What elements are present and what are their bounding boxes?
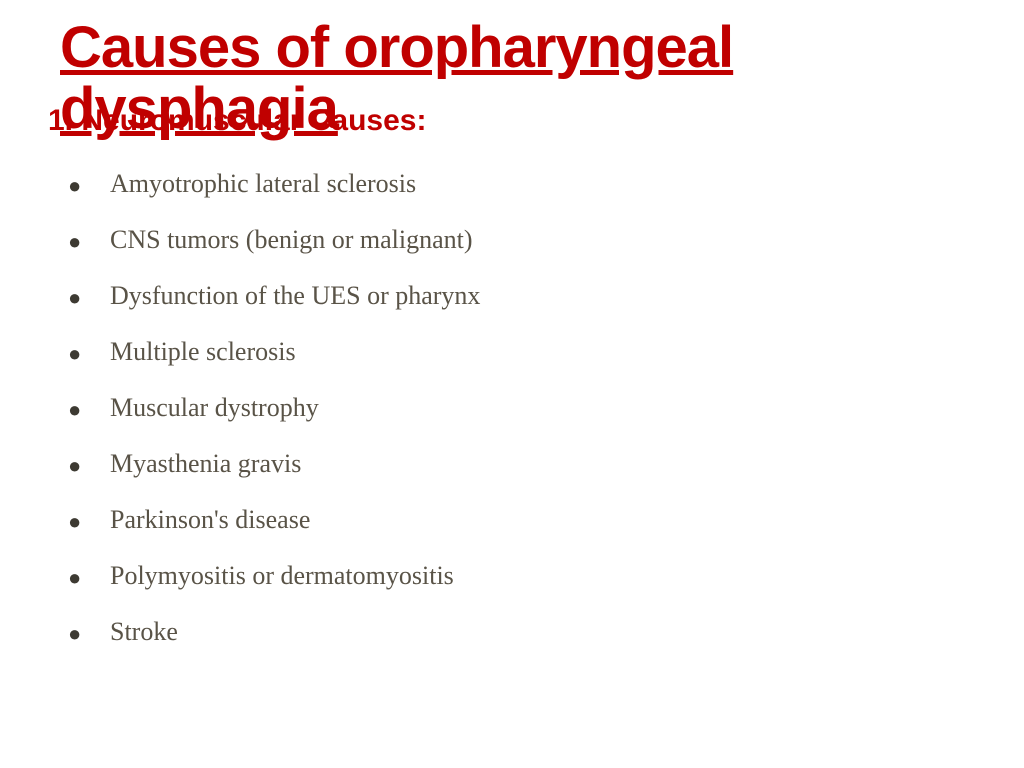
list-item: Amyotrophic lateral sclerosis bbox=[68, 156, 1024, 212]
list-item: Muscular dystrophy bbox=[68, 380, 1024, 436]
list-item-text: Amyotrophic lateral sclerosis bbox=[110, 169, 416, 198]
bullet-list: Amyotrophic lateral sclerosis CNS tumors… bbox=[0, 156, 1024, 660]
list-item-text: Myasthenia gravis bbox=[110, 449, 301, 478]
list-item-text: Dysfunction of the UES or pharynx bbox=[110, 281, 480, 310]
list-item: CNS tumors (benign or malignant) bbox=[68, 212, 1024, 268]
list-item: Multiple sclerosis bbox=[68, 324, 1024, 380]
list-item: Polymyositis or dermatomyositis bbox=[68, 548, 1024, 604]
list-item-text: Muscular dystrophy bbox=[110, 393, 319, 422]
slide-subtitle: 1. Neuromuscular Causes: bbox=[0, 104, 1024, 138]
list-item-text: CNS tumors (benign or malignant) bbox=[110, 225, 473, 254]
list-item-text: Parkinson's disease bbox=[110, 505, 310, 534]
list-item: Parkinson's disease bbox=[68, 492, 1024, 548]
list-item-text: Stroke bbox=[110, 617, 178, 646]
slide: Causes of oropharyngeal dysphagia 1. Neu… bbox=[0, 0, 1024, 768]
list-item-text: Multiple sclerosis bbox=[110, 337, 296, 366]
list-item: Stroke bbox=[68, 604, 1024, 660]
list-item: Myasthenia gravis bbox=[68, 436, 1024, 492]
list-item-text: Polymyositis or dermatomyositis bbox=[110, 561, 454, 590]
list-item: Dysfunction of the UES or pharynx bbox=[68, 268, 1024, 324]
